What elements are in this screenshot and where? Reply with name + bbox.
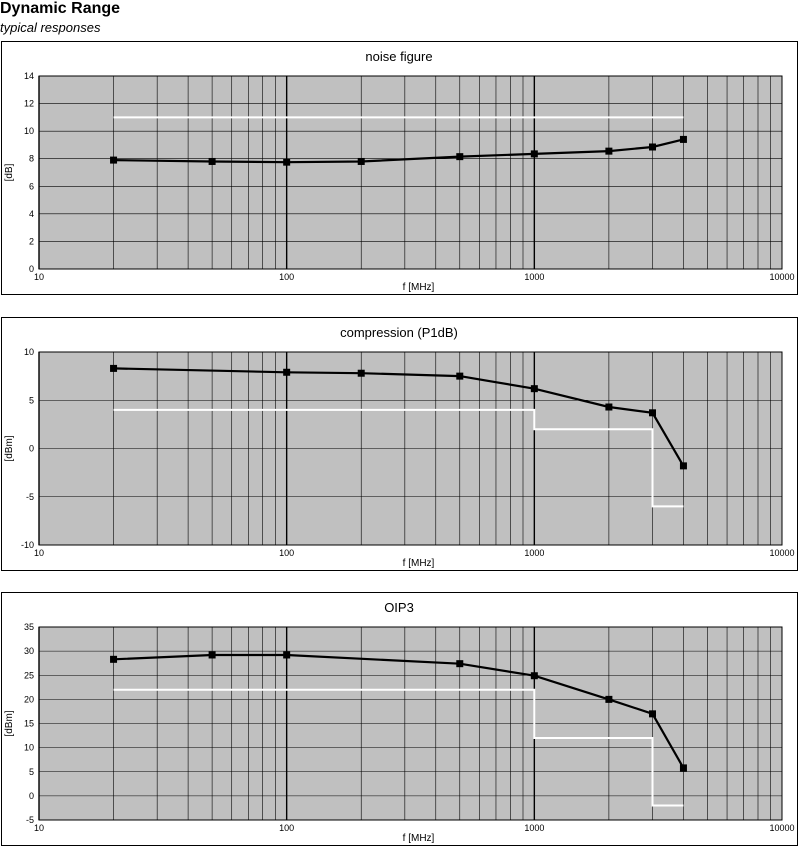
chart-2-data-point — [208, 651, 216, 659]
chart-1-xtick-label: 1000 — [524, 548, 544, 558]
chart-0-data-point — [679, 135, 687, 143]
chart-0-data-point — [649, 143, 657, 151]
chart-1-xtick-label: 10 — [34, 548, 44, 558]
chart-0-ytick-label: 6 — [29, 181, 34, 191]
chart-1-plot-border — [38, 351, 783, 546]
chart-1-data-point — [110, 364, 118, 372]
chart-2-spec-line — [113, 688, 684, 807]
chart-0-ytick-label: 0 — [29, 264, 34, 274]
chart-1-data-point — [530, 385, 538, 393]
compression-chart: compression (P1dB) -10 -5 0 5 10 10 100 1000 1000… — [1, 317, 798, 571]
chart-1-xlabel: f [MHz] — [403, 558, 435, 569]
chart-0-xtick-label: 10 — [34, 272, 44, 282]
chart-2-xtick-label: 10 — [34, 823, 44, 833]
chart-0-xtick-label: 1000 — [524, 272, 544, 282]
chart-2-data-point — [530, 672, 538, 680]
chart-2-ytick-label: 10 — [24, 743, 34, 753]
chart-1-title: compression (P1dB) — [340, 325, 458, 340]
chart-2-title: OIP3 — [384, 600, 414, 615]
chart-2-xtick-label: 100 — [279, 823, 294, 833]
chart-2-ytick-label: 0 — [29, 791, 34, 801]
chart-0-data-point — [456, 153, 464, 161]
chart-0-ytick-label: 4 — [29, 209, 34, 219]
chart-1-ylabel: [dBm] — [4, 435, 15, 461]
chart-1-ytick-label: 10 — [24, 347, 34, 357]
chart-0-ytick-label: 12 — [24, 99, 34, 109]
noise-figure-chart: noise figure 0 2 4 6 8 10 12 14 10 100 1000 10000 f [… — [1, 41, 798, 295]
chart-0-data-point — [110, 156, 118, 164]
chart-1-data-point — [605, 403, 613, 411]
chart-2-xtick-label: 1000 — [524, 823, 544, 833]
chart-2-ytick-label: 35 — [24, 622, 34, 632]
chart-2-data-point — [679, 764, 687, 772]
chart-2-data-point — [283, 651, 291, 659]
chart-2-ytick-label: 5 — [29, 767, 34, 777]
chart-0-data-point — [530, 150, 538, 158]
chart-1-data-point — [649, 409, 657, 417]
chart-0-xtick-label: 100 — [279, 272, 294, 282]
chart-0-ytick-label: 8 — [29, 154, 34, 164]
chart-2-ytick-label: -5 — [26, 815, 34, 825]
chart-0-data-point — [208, 157, 216, 165]
oip3-chart: OIP3 -5 0 5 10 15 20 25 30 35 10 100 1000 10000 f [MHz… — [1, 592, 798, 846]
chart-0-ylabel: [dB] — [4, 163, 15, 181]
chart-2-data-point — [649, 710, 657, 718]
page-subtitle: typical responses — [0, 20, 101, 35]
chart-2-measured-line — [113, 653, 685, 769]
chart-0-data-point — [605, 147, 613, 155]
chart-2-ytick-label: 25 — [24, 670, 34, 680]
chart-2-xlabel: f [MHz] — [403, 833, 435, 844]
chart-0-plot-area — [39, 76, 782, 269]
page-title: Dynamic Range — [0, 0, 121, 17]
chart-0-data-point — [283, 158, 291, 166]
chart-2-data-point — [110, 655, 118, 663]
chart-1-data-point — [283, 368, 291, 376]
chart-0-ytick-label: 10 — [24, 126, 34, 136]
chart-1-spec-line — [113, 408, 684, 508]
chart-0-ytick-label: 14 — [24, 71, 34, 81]
chart-2-ytick-label: 20 — [24, 694, 34, 704]
chart-2-plot-border — [38, 626, 783, 821]
chart-2-data-point — [605, 695, 613, 703]
chart-1-ytick-label: 5 — [29, 395, 34, 405]
chart-1-ytick-label: -5 — [26, 492, 34, 502]
chart-2-data-point — [456, 660, 464, 668]
chart-1-data-point — [456, 372, 464, 380]
chart-2-ytick-label: 15 — [24, 719, 34, 729]
chart-1-ytick-label: -10 — [21, 540, 34, 550]
chart-0-data-point — [357, 157, 365, 165]
chart-2-xtick-label: 10000 — [769, 823, 794, 833]
chart-0-ytick-label: 2 — [29, 236, 34, 246]
chart-2-ytick-label: 30 — [24, 646, 34, 656]
chart-1-xtick-label: 10000 — [769, 548, 794, 558]
chart-0-xlabel: f [MHz] — [403, 282, 435, 293]
chart-1-data-point — [357, 369, 365, 377]
chart-0-xtick-label: 10000 — [769, 272, 794, 282]
chart-0-title: noise figure — [365, 49, 432, 64]
chart-1-xtick-label: 100 — [279, 548, 294, 558]
chart-1-data-point — [679, 462, 687, 470]
chart-2-ylabel: [dBm] — [4, 710, 15, 736]
chart-1-measured-line — [113, 367, 685, 467]
chart-0-plot-border — [38, 75, 783, 270]
chart-1-ytick-label: 0 — [29, 444, 34, 454]
